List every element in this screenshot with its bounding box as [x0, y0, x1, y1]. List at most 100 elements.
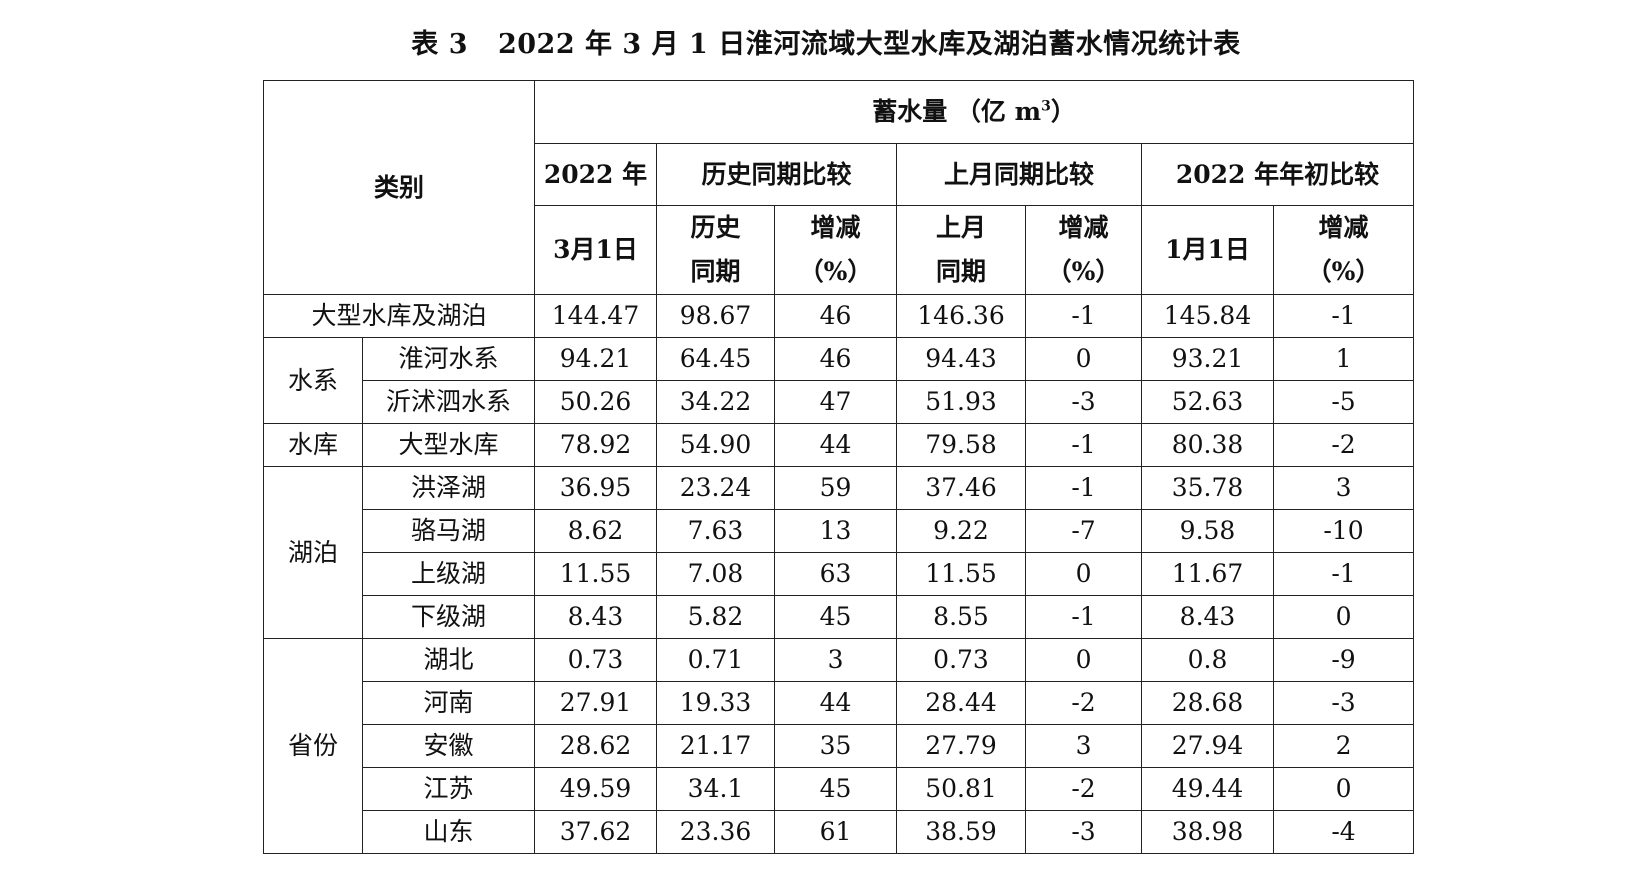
storage-table: 类别 蓄水量 （亿 m3） 2022 年 历史同期比较 上月同期比较 2022 …	[262, 80, 1415, 854]
cell: 144.47	[534, 294, 658, 338]
cell: 63	[774, 552, 898, 596]
cell: 54.90	[656, 423, 776, 467]
cell: 146.36	[896, 294, 1027, 338]
row-name: 沂沭泗水系	[361, 380, 536, 424]
cell: -1	[1025, 595, 1143, 639]
group-lake: 湖泊	[263, 466, 363, 639]
header-hist-compare: 历史同期比较	[656, 143, 898, 206]
cell: 80.38	[1141, 423, 1275, 467]
cell: -1	[1025, 423, 1143, 467]
cell: 36.95	[534, 466, 658, 510]
cell: 64.45	[656, 337, 776, 381]
table-row: 河南 27.91 19.33 44 28.44 -2 28.68 -3	[264, 681, 1415, 725]
table-row: 江苏 49.59 34.1 45 50.81 -2 49.44 0	[264, 767, 1415, 811]
cell: -3	[1025, 810, 1143, 854]
cell: 5.82	[656, 595, 776, 639]
subheader-hist-change: 增减 （%）	[774, 205, 898, 295]
cell: 145.84	[1141, 294, 1275, 338]
row-name: 江苏	[361, 767, 536, 811]
table-row: 水库 大型水库 78.92 54.90 44 79.58 -1 80.38 -2	[263, 423, 1415, 467]
cell: 49.44	[1141, 767, 1275, 811]
row-name: 安徽	[361, 724, 536, 768]
cell: 38.98	[1141, 810, 1275, 854]
table-row: 上级湖 11.55 7.08 63 11.55 0 11.67 -1	[264, 552, 1415, 596]
table-row: 大型水库及湖泊 144.47 98.67 46 146.36 -1 145.84…	[262, 294, 1415, 338]
cell: 0	[1025, 638, 1143, 682]
cell: -5	[1273, 380, 1415, 424]
cell: 52.63	[1141, 380, 1275, 424]
table-title-text: 2022 年 3 月 1 日淮河流域大型水库及湖泊蓄水情况统计表	[497, 29, 1241, 60]
cell: 0	[1025, 552, 1143, 596]
table-number: 表 3	[411, 29, 468, 60]
table-row: 省份 湖北 0.73 0.71 3 0.73 0 0.8 -9	[263, 638, 1415, 854]
cell: 27.94	[1141, 724, 1275, 768]
cell: 0	[1273, 595, 1415, 639]
cell: 11.67	[1141, 552, 1275, 596]
cell: 34.1	[656, 767, 776, 811]
cell: 28.44	[896, 681, 1027, 725]
cell: 3	[1025, 724, 1143, 768]
cell: 35	[774, 724, 898, 768]
cell: 98.67	[656, 294, 776, 338]
row-name: 河南	[361, 681, 536, 725]
row-name: 上级湖	[361, 552, 536, 596]
row-name: 湖北	[361, 638, 536, 682]
cell: 46	[774, 337, 898, 381]
table-row: 下级湖 8.43 5.82 45 8.55 -1 8.43 0	[264, 595, 1415, 639]
cell: 28.68	[1141, 681, 1275, 725]
cell: 27.79	[896, 724, 1027, 768]
cell: 8.55	[896, 595, 1027, 639]
cell: 46	[774, 294, 898, 338]
cell: 8.62	[534, 509, 658, 553]
cell: 7.08	[656, 552, 776, 596]
cell: -2	[1273, 423, 1415, 467]
cell: 47	[774, 380, 898, 424]
cell: -3	[1025, 380, 1143, 424]
cell: -1	[1025, 294, 1143, 338]
cell: 0	[1273, 767, 1415, 811]
cell: 34.22	[656, 380, 776, 424]
subheader-hist: 历史 同期	[656, 205, 776, 295]
cell: 27.91	[534, 681, 658, 725]
table-row: 山东 37.62 23.36 61 38.59 -3 38.98 -4	[264, 810, 1415, 854]
cell: 1	[1273, 337, 1415, 381]
cell: 8.43	[534, 595, 658, 639]
cell: 59	[774, 466, 898, 510]
cell: 94.43	[896, 337, 1027, 381]
subheader-mar1: 3月1日	[534, 205, 658, 295]
cell: 3	[774, 638, 898, 682]
cell: -9	[1273, 638, 1415, 682]
cell: 9.58	[1141, 509, 1275, 553]
cell: -4	[1273, 810, 1415, 854]
cell: 0.73	[534, 638, 658, 682]
table-row: 水系 淮河水系 94.21 64.45 46 94.43 0 93.21 1	[263, 337, 1415, 424]
cell: -1	[1025, 466, 1143, 510]
cell: 37.62	[534, 810, 658, 854]
header-prev-compare: 上月同期比较	[896, 143, 1143, 206]
cell: 11.55	[534, 552, 658, 596]
subheader-prev-change: 增减 （%）	[1025, 205, 1143, 295]
cell: 3	[1273, 466, 1415, 510]
cell: -10	[1273, 509, 1415, 553]
header-begin-compare: 2022 年年初比较	[1141, 143, 1415, 206]
cell: 93.21	[1141, 337, 1275, 381]
cell: 0.8	[1141, 638, 1275, 682]
cell: -1	[1273, 552, 1415, 596]
cell: -1	[1273, 294, 1415, 338]
group-water-system: 水系	[263, 337, 363, 424]
cell: 9.22	[896, 509, 1027, 553]
cell: 51.93	[896, 380, 1027, 424]
row-name: 淮河水系	[361, 337, 536, 381]
cell: 50.26	[534, 380, 658, 424]
subheader-prev: 上月 同期	[896, 205, 1027, 295]
cell: 37.46	[896, 466, 1027, 510]
cell: 61	[774, 810, 898, 854]
table-row: 安徽 28.62 21.17 35 27.79 3 27.94 2	[264, 724, 1415, 768]
cell: 49.59	[534, 767, 658, 811]
cell: 23.36	[656, 810, 776, 854]
cell: 0	[1025, 337, 1143, 381]
cell: 44	[774, 423, 898, 467]
subheader-jan1: 1月1日	[1141, 205, 1275, 295]
cell: -2	[1025, 681, 1143, 725]
cell: 45	[774, 595, 898, 639]
